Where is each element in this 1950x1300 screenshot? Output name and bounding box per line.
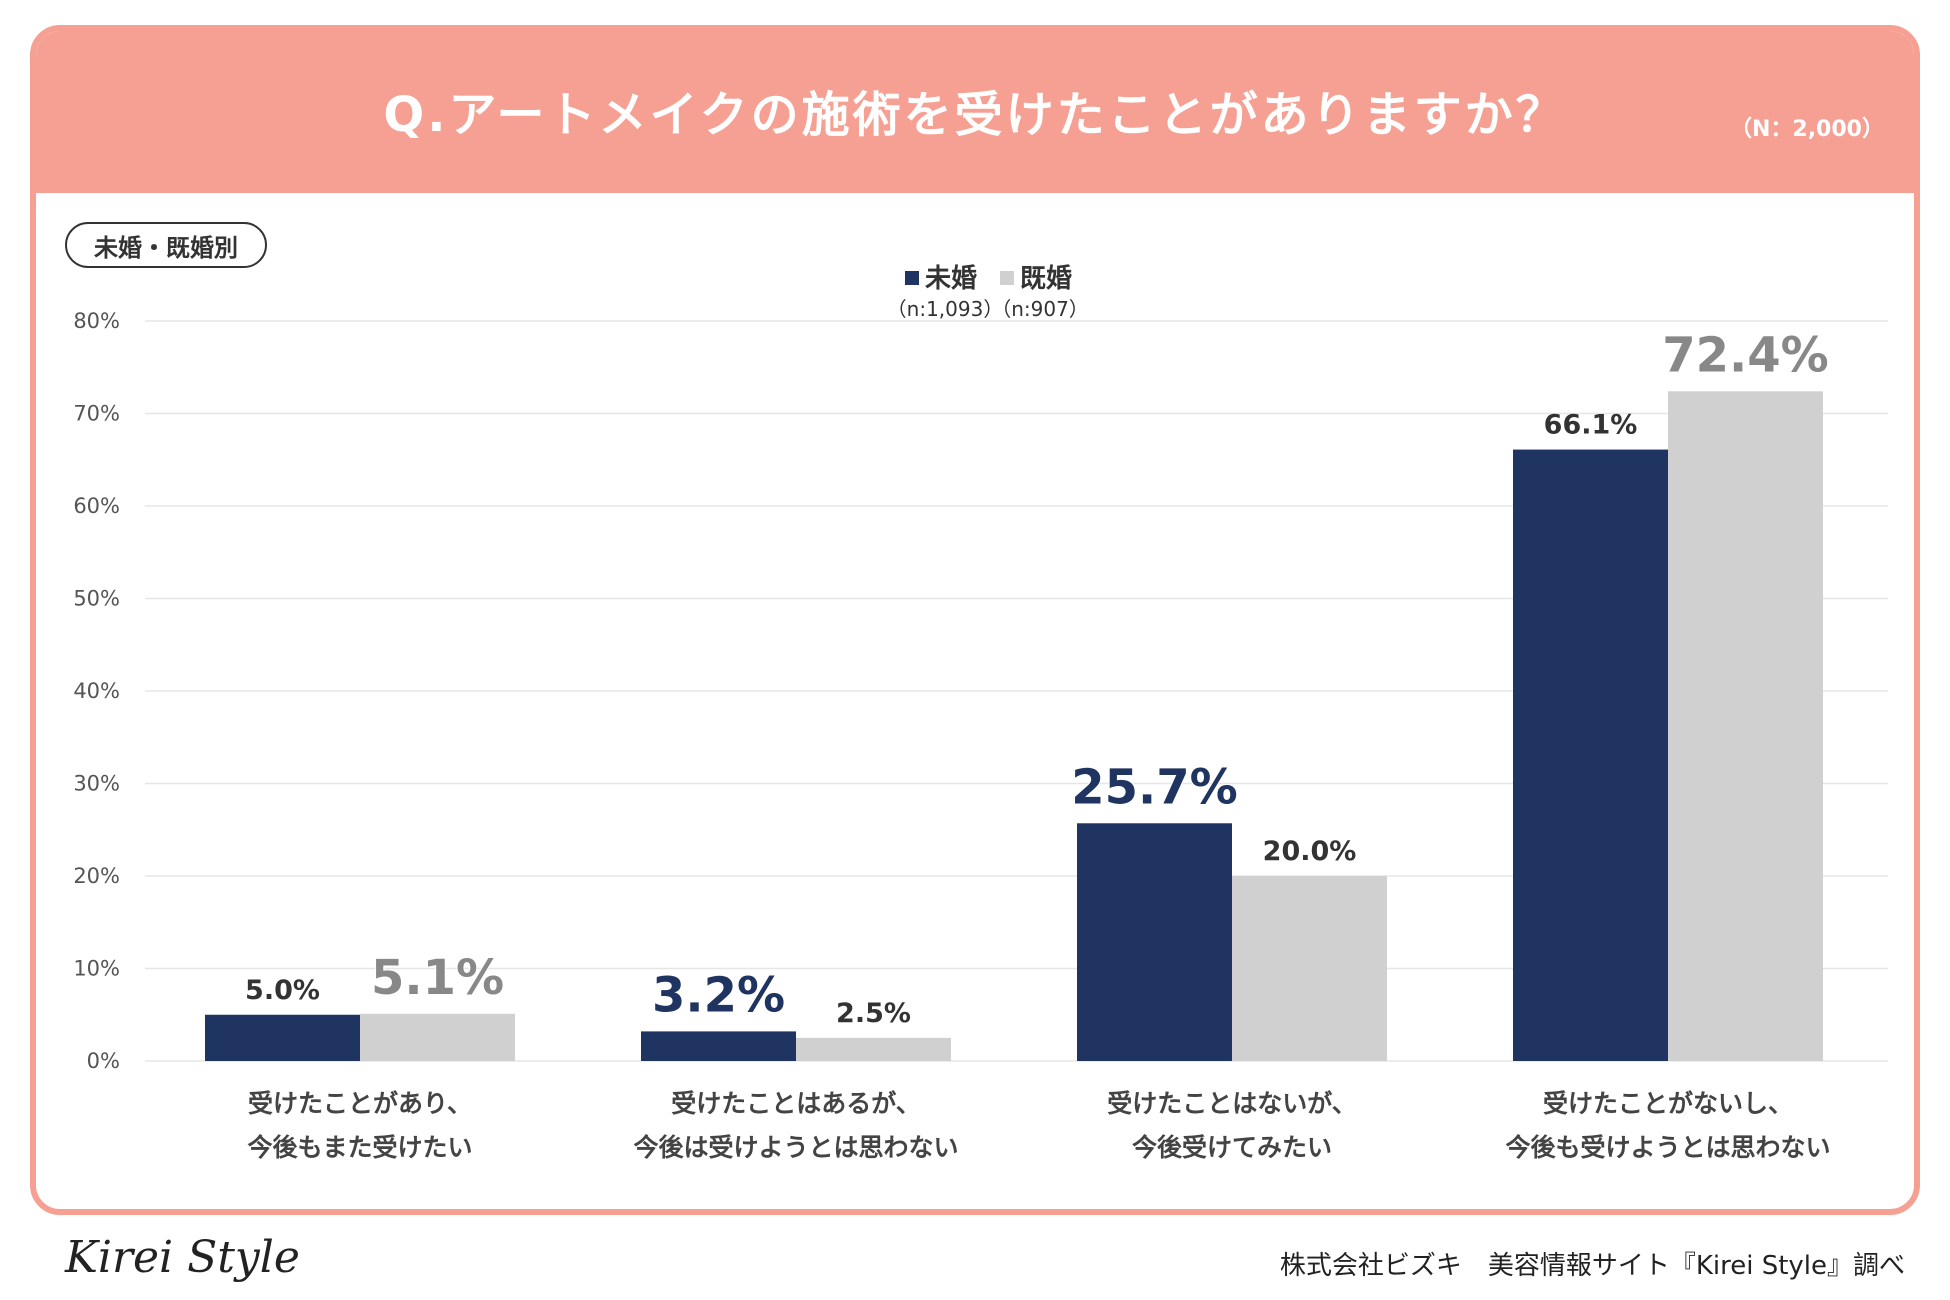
- y-tick-label: 0%: [87, 1049, 120, 1073]
- category-label: 今後も受けようとは思わない: [1505, 1133, 1830, 1162]
- category-label: 受けたことがないし、: [1543, 1089, 1793, 1118]
- y-tick-label: 40%: [73, 679, 120, 703]
- data-label: 25.7%: [1071, 759, 1238, 815]
- y-tick-label: 20%: [73, 864, 120, 888]
- y-tick-label: 10%: [73, 957, 120, 981]
- data-label: 5.1%: [371, 950, 504, 1006]
- category-label: 受けたことはあるが、: [671, 1089, 921, 1118]
- category-label: 今後は受けようとは思わない: [633, 1133, 958, 1162]
- bar: [1232, 876, 1387, 1061]
- bar: [796, 1037, 951, 1061]
- category-label: 受けたことがあり、: [248, 1089, 472, 1118]
- data-label: 20.0%: [1263, 836, 1357, 867]
- data-label: 72.4%: [1662, 327, 1829, 383]
- legend-sample: （n:907）: [991, 297, 1089, 321]
- category-label: 今後受けてみたい: [1132, 1133, 1332, 1162]
- legend-sample: （n:1,093）: [887, 297, 1004, 321]
- category-label: 受けたことはないが、: [1107, 1089, 1357, 1118]
- sample-size: （N：2,000）: [1729, 117, 1884, 142]
- bar: [1668, 391, 1823, 1061]
- bar: [1513, 449, 1668, 1061]
- brand-logo: Kirei Style: [65, 1232, 300, 1283]
- y-tick-label: 30%: [73, 772, 120, 796]
- bar: [205, 1014, 360, 1061]
- title-banner: Q.アートメイクの施術を受けたことがありますか？ （N：2,000）: [36, 31, 1914, 193]
- data-label: 5.0%: [245, 975, 320, 1006]
- legend-label: 既婚: [1020, 264, 1072, 294]
- data-label: 66.1%: [1544, 410, 1638, 441]
- bar: [1077, 823, 1232, 1061]
- chart-title: Q.アートメイクの施術を受けたことがありますか？: [383, 87, 1567, 143]
- bar: [641, 1031, 796, 1061]
- category-label: 今後もまた受けたい: [247, 1133, 472, 1162]
- y-tick-label: 60%: [73, 494, 120, 518]
- bar: [360, 1013, 515, 1061]
- data-label: 2.5%: [836, 998, 911, 1029]
- y-tick-label: 80%: [73, 309, 120, 333]
- y-tick-label: 50%: [73, 587, 120, 611]
- legend-label: 未婚: [925, 264, 977, 294]
- legend-swatch: [905, 271, 919, 285]
- source-credit: 株式会社ビズキ 美容情報サイト『Kirei Style』調べ: [1279, 1251, 1905, 1281]
- y-tick-label: 70%: [73, 402, 120, 426]
- legend-swatch: [1000, 271, 1014, 285]
- segment-badge: 未婚・既婚別: [65, 222, 267, 268]
- data-label: 3.2%: [652, 967, 785, 1023]
